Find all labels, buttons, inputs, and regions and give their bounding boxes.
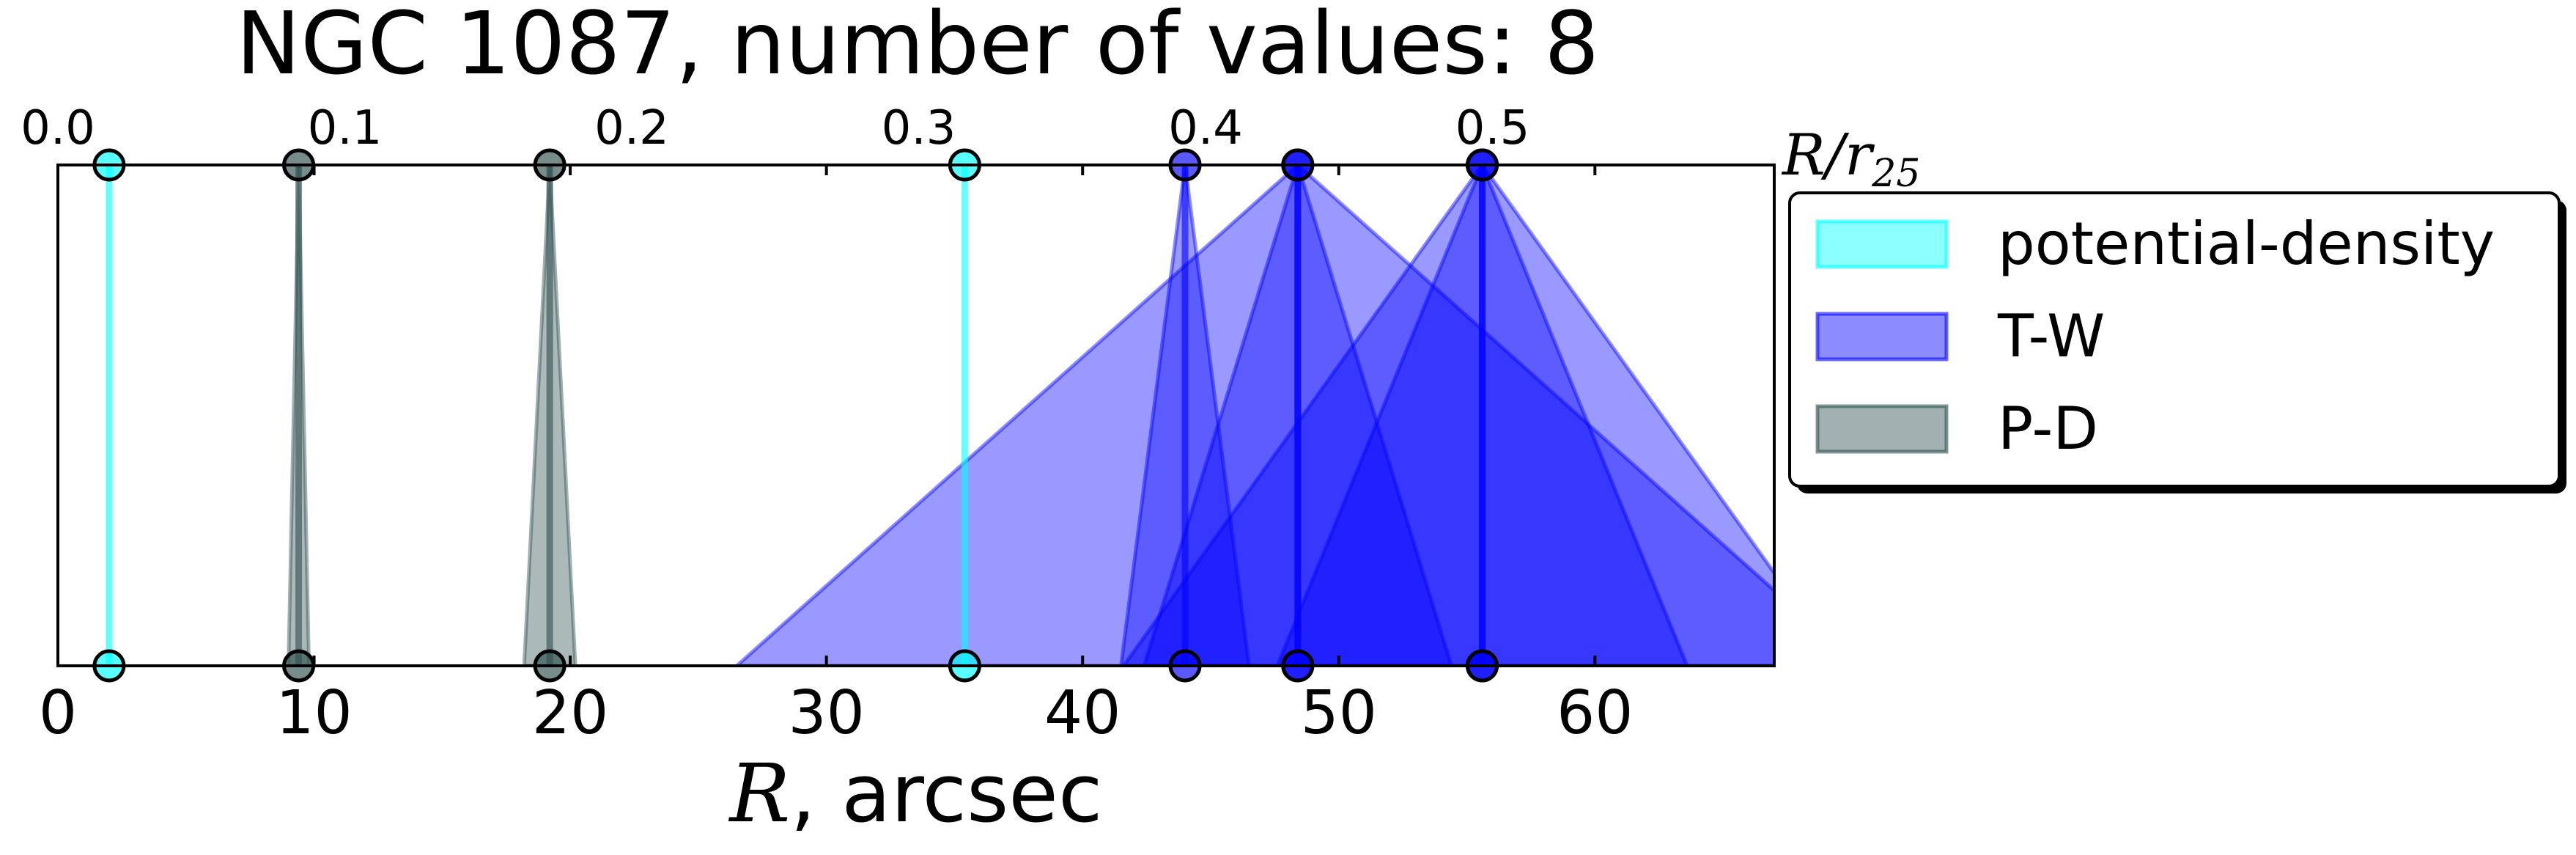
x-tick-label: 30 <box>788 678 864 748</box>
legend-swatch-T-W <box>1815 312 1949 362</box>
top-tick-label: 0.0 <box>21 101 95 155</box>
top-tick-label: 0.3 <box>882 101 956 155</box>
legend-swatch-potential-density <box>1815 219 1949 269</box>
error-triangle-T-W-1 <box>734 165 1774 666</box>
axes-frame <box>56 164 1776 667</box>
legend-label-P-D: P-D <box>1998 395 2098 463</box>
legend-label-potential-density: potential-density <box>1998 210 2495 278</box>
top-tick-label: 0.5 <box>1455 101 1530 155</box>
top-axis-label: R/r25 <box>1781 122 1920 196</box>
legend-swatch-P-D <box>1815 404 1949 454</box>
axis-ticks: 0 10 20 30 40 50 60 0.0 0.1 0.2 0.3 0.4 0.5 <box>21 101 1633 748</box>
x-tick-label: 50 <box>1301 678 1377 748</box>
legend: potential-density T-W P-D <box>1788 191 2566 493</box>
x-tick-label: 40 <box>1044 678 1121 748</box>
plot-area <box>92 148 1774 683</box>
x-tick-label: 0 <box>39 678 77 748</box>
x-tick-label: 20 <box>532 678 608 748</box>
chart-title: NGC 1087, number of values: 8 <box>236 0 1599 94</box>
x-tick-label: 10 <box>276 678 352 748</box>
legend-label-T-W: T-W <box>1997 302 2105 370</box>
top-tick-label: 0.1 <box>308 101 383 155</box>
top-tick-label: 0.4 <box>1168 101 1243 155</box>
x-axis-label: R, arcsec <box>728 746 1103 840</box>
x-tick-label: 60 <box>1557 678 1633 748</box>
top-tick-label: 0.2 <box>594 101 669 155</box>
error-triangle-T-W-2 <box>1121 165 1774 666</box>
